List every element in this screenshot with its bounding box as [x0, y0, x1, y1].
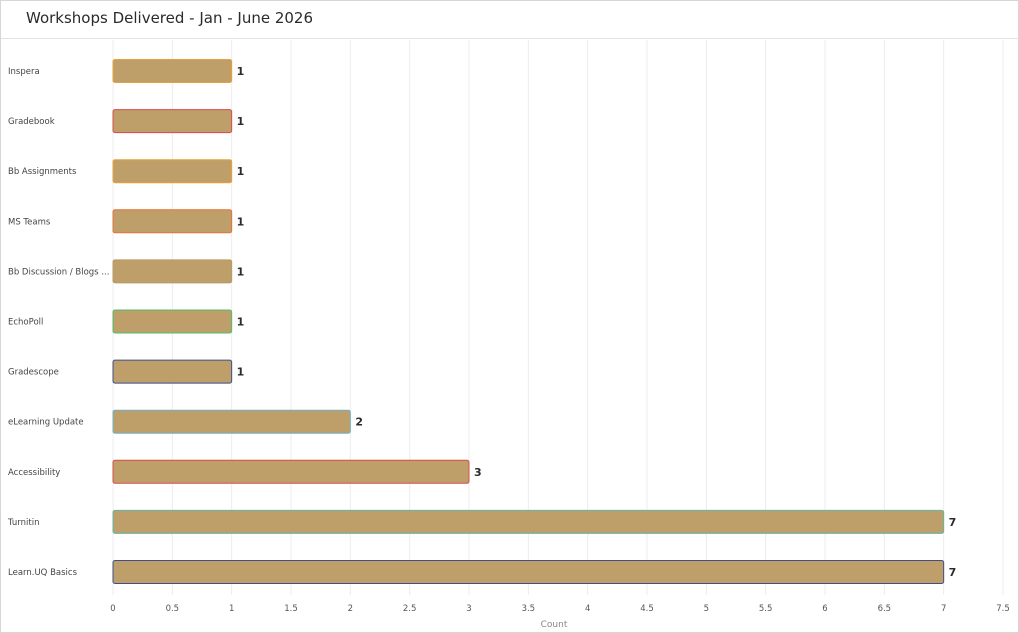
x-tick-label: 2: [348, 604, 353, 614]
bar[interactable]: [112, 459, 470, 484]
bar[interactable]: [112, 409, 351, 434]
category-label: Accessibility: [8, 468, 60, 478]
category-label: Learn.UQ Basics: [8, 568, 78, 578]
data-label: 1: [237, 215, 245, 228]
x-tick-label: 5.5: [759, 604, 773, 614]
data-label: 7: [949, 516, 957, 529]
category-label: Inspera: [8, 67, 40, 77]
bar[interactable]: [112, 560, 945, 584]
data-label: 1: [237, 65, 245, 78]
bar[interactable]: [112, 509, 945, 534]
x-tick-label: 6: [822, 604, 827, 614]
bar[interactable]: [112, 209, 233, 234]
data-label: 7: [949, 566, 957, 579]
category-label: Gradebook: [8, 117, 55, 127]
chart-header: Workshops Delivered - Jan - June 2026: [1, 1, 1018, 39]
bar[interactable]: [112, 109, 233, 134]
data-label: 1: [237, 265, 245, 278]
x-tick-label: 3: [466, 604, 471, 614]
x-tick-label: 1.5: [284, 604, 298, 614]
category-label: MS Teams: [8, 217, 51, 227]
x-axis-title: Count: [541, 620, 568, 630]
x-tick-label: 4.5: [640, 604, 654, 614]
data-label: 1: [237, 316, 245, 329]
x-tick-label: 2.5: [403, 604, 417, 614]
bar[interactable]: [112, 359, 233, 384]
bar[interactable]: [112, 59, 233, 83]
x-tick-label: 7: [941, 604, 946, 614]
category-label: Turnitin: [7, 518, 39, 528]
category-label: Gradescope: [8, 368, 59, 378]
bar[interactable]: [112, 259, 233, 284]
x-tick-label: 4: [585, 604, 590, 614]
bar[interactable]: [112, 309, 233, 334]
x-tick-label: 0.5: [166, 604, 180, 614]
x-tick-labels: 0 0.5 1 1.5 2 2.5 3 3.5 4 4.5 5 5.5 6 6.5 7 7.5: [110, 604, 1009, 614]
bars-group: [112, 59, 945, 584]
data-label: 1: [237, 115, 245, 128]
chart-title: Workshops Delivered - Jan - June 2026: [26, 9, 314, 27]
x-tick-label: 1: [229, 604, 234, 614]
data-label: 1: [237, 165, 245, 178]
data-label: 2: [355, 416, 363, 429]
x-tick-label: 3.5: [522, 604, 536, 614]
data-label: 3: [474, 466, 482, 479]
category-label: Bb Discussion / Blogs ...: [8, 267, 109, 277]
data-label: 1: [237, 366, 245, 379]
x-tick-label: 5: [704, 604, 709, 614]
grid-lines: [112, 40, 1004, 595]
category-labels: Inspera Gradebook Bb Assignments MS Teams Bb…: [7, 67, 109, 578]
x-tick-label: 6.5: [878, 604, 892, 614]
data-labels: 1 1 1 1 1 1 1 2 3 7 7: [237, 65, 957, 579]
bar[interactable]: [112, 159, 233, 184]
category-label: Bb Assignments: [8, 167, 77, 177]
category-label: EchoPoll: [8, 318, 43, 328]
x-tick-label: 0: [110, 604, 115, 614]
x-tick-label: 7.5: [996, 604, 1010, 614]
category-label: eLearning Update: [8, 418, 84, 428]
